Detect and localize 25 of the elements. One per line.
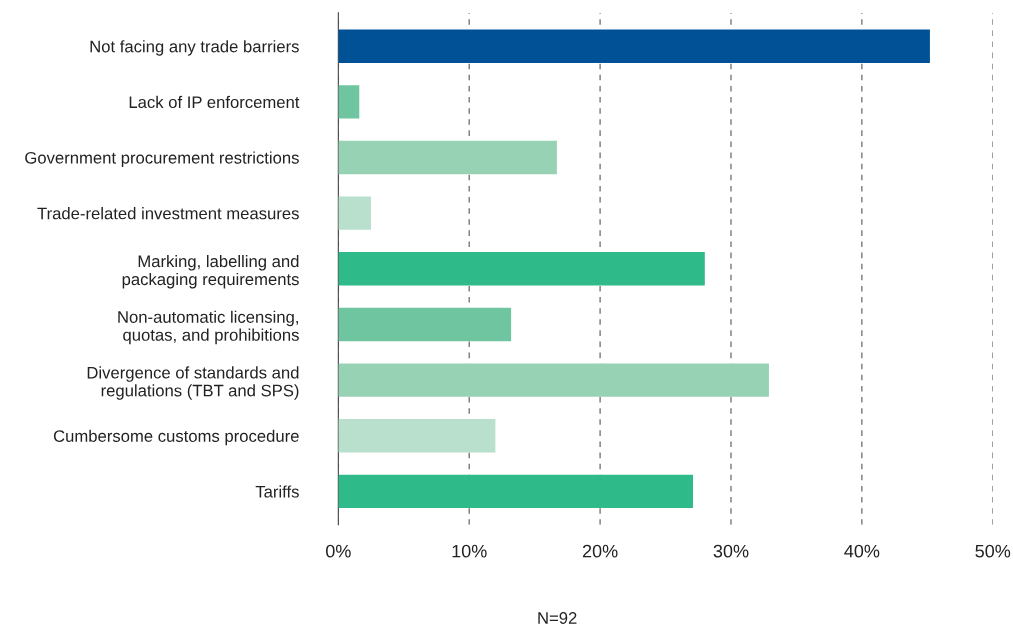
y-tick-label: Trade-related investment measures <box>37 207 299 220</box>
bar <box>338 196 372 230</box>
y-tick-label: Marking, labelling and packaging requirements <box>122 254 299 289</box>
y-tick-label: Tariffs <box>255 485 299 498</box>
y-tick-label: Cumbersome customs procedure <box>53 429 299 446</box>
bar <box>338 252 705 286</box>
bar <box>338 474 694 509</box>
bar <box>338 29 930 63</box>
x-tick-label: 50% <box>975 544 1011 558</box>
x-tick-label: 20% <box>582 544 618 558</box>
y-tick-label: Non-automatic licensing, quotas, and prohibitions <box>118 310 299 345</box>
x-tick-label: 40% <box>844 544 880 558</box>
x-tick-label: 10% <box>452 544 487 558</box>
y-tick-label: Lack of IP enforcement <box>129 95 300 109</box>
y-tick-label: Government procurement restrictions <box>25 151 299 167</box>
x-tick-label: 0% <box>326 544 351 558</box>
bar <box>338 419 496 453</box>
text: N=92 <box>538 612 577 624</box>
bar <box>338 85 360 119</box>
x-tick-label: 30% <box>713 544 749 558</box>
bar <box>338 307 512 342</box>
y-tick-label: Not facing any trade barriers <box>90 40 299 56</box>
bar <box>338 140 557 175</box>
y-tick-label: Divergence of standards and regulations (TBT and SPS) <box>87 366 299 400</box>
bar <box>338 363 769 397</box>
